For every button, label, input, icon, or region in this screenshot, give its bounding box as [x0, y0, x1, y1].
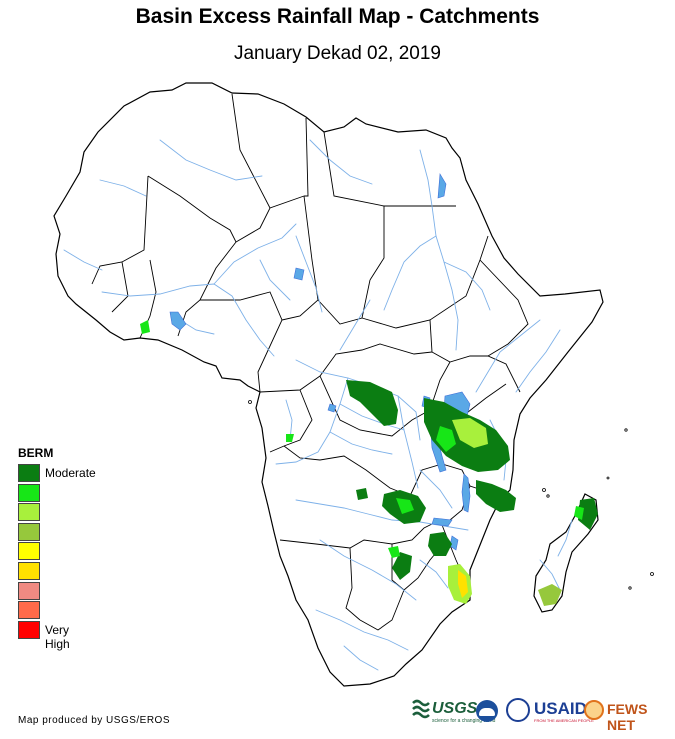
islands	[248, 400, 654, 590]
legend-item	[18, 542, 53, 562]
legend-swatch	[18, 464, 40, 482]
legend-item	[18, 522, 53, 543]
legend-swatch	[18, 542, 40, 561]
excess-rainfall-catchments	[140, 320, 598, 606]
legend-swatch	[18, 483, 40, 502]
madagascar-outline	[533, 493, 599, 613]
country-borders	[91, 93, 529, 631]
legend-label: Very High	[45, 622, 70, 651]
legend-item	[18, 483, 53, 504]
legend-item	[18, 561, 53, 582]
usgs-wordmark: USGS	[432, 700, 478, 717]
noaa-logo-icon	[476, 700, 498, 722]
legend-label: Moderate	[45, 466, 96, 480]
berm-legend: BERM Moderate Very High	[18, 446, 96, 651]
usgs-wave-icon	[412, 699, 430, 719]
map-credit: Map produced by USGS/EROS	[18, 715, 171, 726]
usgs-logo: USGS science for a changing world	[412, 697, 495, 725]
usaid-tagline: FROM THE AMERICAN PEOPLE	[534, 718, 594, 723]
legend-item	[18, 581, 53, 602]
africa-coastline	[53, 82, 604, 687]
legend-item	[18, 503, 53, 523]
legend-swatch	[18, 581, 40, 600]
legend-item: Moderate	[18, 464, 96, 484]
usaid-wordmark: USAID	[534, 699, 587, 718]
legend-swatch	[18, 503, 40, 522]
legend-swatch	[18, 561, 40, 580]
usaid-seal-icon	[506, 698, 530, 722]
legend-item: Very High	[18, 620, 70, 651]
legend-item	[18, 601, 53, 621]
legend-swatch	[18, 522, 40, 541]
map-title: Basin Excess Rainfall Map - Catchments	[135, 5, 540, 28]
fewsnet-globe-icon	[584, 700, 604, 720]
usgs-tagline: science for a changing world	[432, 718, 496, 724]
legend-swatch	[18, 620, 40, 639]
fewsnet-wordmark: FEWS NET	[607, 701, 648, 733]
map-subtitle: January Dekad 02, 2019	[233, 43, 442, 64]
legend-swatch	[18, 601, 40, 620]
legend-title: BERM	[18, 446, 54, 460]
